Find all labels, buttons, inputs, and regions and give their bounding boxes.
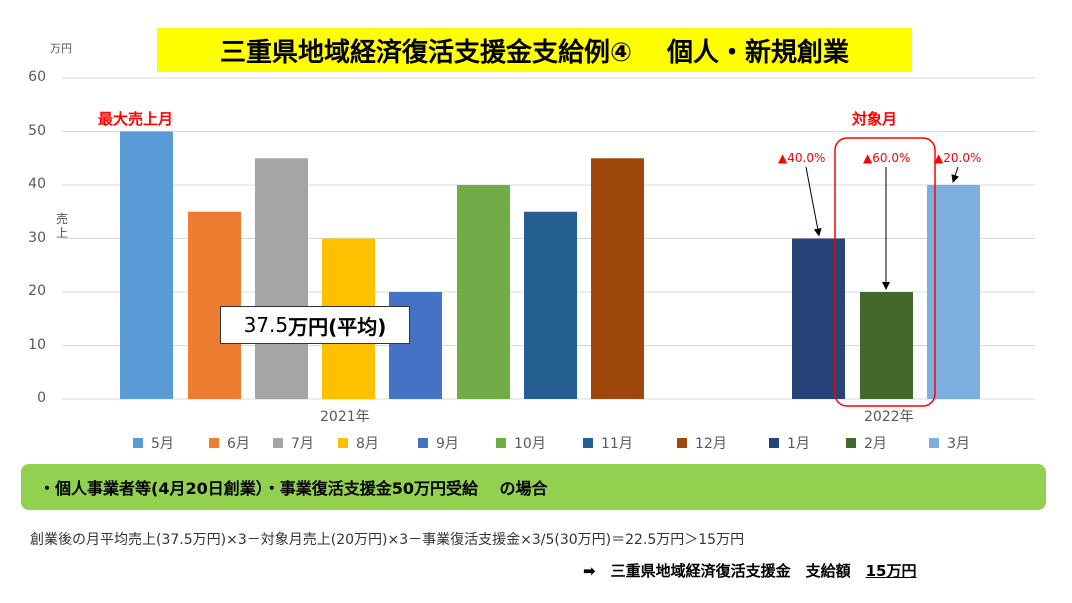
legend-label: 2月: [864, 436, 887, 452]
average-value: 37.5: [243, 313, 289, 337]
pct-mar-label: ▲20.0%: [934, 151, 982, 165]
bar-5月: [120, 131, 173, 399]
bar-7月: [255, 158, 308, 399]
bar-10月: [457, 185, 510, 399]
legend-swatch: [418, 438, 428, 448]
legend-swatch: [496, 438, 506, 448]
legend-item: 12月: [677, 433, 727, 453]
bar-11月: [524, 211, 577, 399]
bar-6月: [188, 211, 241, 399]
legend-item: 11月: [583, 433, 633, 453]
legend-swatch: [769, 438, 779, 448]
y-tick-label: 60: [28, 69, 46, 85]
legend: 5月 6月 7月 8月 9月 10月 11月 12月 1月 2月 3月: [0, 433, 1072, 453]
bar-12月: [591, 158, 644, 399]
y-tick-label: 30: [28, 229, 46, 246]
legend-label: 6月: [227, 436, 250, 452]
legend-swatch: [583, 438, 593, 448]
pointer-arrow: [951, 166, 960, 183]
legend-item: 10月: [496, 433, 546, 453]
legend-label: 3月: [947, 436, 970, 452]
legend-label: 11月: [601, 436, 633, 452]
legend-item: 1月: [769, 433, 810, 453]
legend-item: 8月: [338, 433, 379, 453]
legend-label: 8月: [356, 436, 379, 452]
condition-banner: ・個人事業者等(4月20日創業）・事業復活支援金50万円受給 の場合: [21, 464, 1046, 510]
formula-text: 創業後の月平均売上(37.5万円)×3－対象月売上(20万円)×3－事業復活支援…: [30, 532, 745, 548]
pct-jan-label: ▲40.0%: [778, 151, 826, 165]
legend-label: 7月: [291, 436, 314, 452]
legend-swatch: [846, 438, 856, 448]
bar-3月: [927, 185, 980, 399]
target-month-label: 対象月: [852, 110, 898, 128]
legend-swatch: [273, 438, 283, 448]
x-group-2022: 2022年: [864, 409, 914, 425]
legend-item: 5月: [133, 433, 174, 453]
target-month-highlight: [834, 137, 936, 407]
legend-swatch: [677, 438, 687, 448]
legend-item: 9月: [418, 433, 459, 453]
y-tick-label: 40: [28, 176, 46, 192]
y-tick-label: 0: [37, 390, 46, 406]
y-tick-label: 50: [28, 122, 46, 139]
bar-1月: [792, 238, 845, 399]
legend-label: 12月: [695, 436, 727, 452]
legend-swatch: [338, 438, 348, 448]
legend-swatch: [133, 438, 143, 448]
legend-label: 1月: [787, 436, 810, 452]
y-tick-label: 20: [28, 283, 46, 299]
y-axis-label: 売上: [56, 212, 69, 240]
legend-item: 3月: [929, 433, 970, 453]
x-group-2021: 2021年: [320, 409, 370, 425]
result-line: ➡ 三重県地域経済復活支援金 支給額 15万円: [583, 560, 916, 581]
pointer-arrow: [805, 166, 822, 237]
chart-title: 三重県地域経済復活支援金支給例④ 個人・新規創業: [157, 28, 912, 72]
y-tick-label: 10: [28, 336, 46, 353]
average-suffix: 万円(平均): [288, 314, 387, 339]
legend-item: 7月: [273, 433, 314, 453]
unit-label: 万円: [50, 42, 72, 55]
legend-item: 2月: [846, 433, 887, 453]
result-prefix: ➡ 三重県地域経済復活支援金 支給額: [583, 562, 866, 580]
legend-label: 9月: [436, 436, 459, 452]
pct-feb-label: ▲60.0%: [863, 151, 911, 165]
average-callout: 37.5 万円(平均): [220, 306, 410, 344]
legend-swatch: [929, 438, 939, 448]
legend-item: 6月: [209, 433, 250, 453]
max-month-label: 最大売上月: [98, 110, 174, 128]
legend-label: 10月: [514, 436, 546, 452]
legend-label: 5月: [151, 436, 174, 452]
result-amount: 15万円: [865, 562, 917, 580]
legend-swatch: [209, 438, 219, 448]
bar-2月: [860, 292, 913, 399]
